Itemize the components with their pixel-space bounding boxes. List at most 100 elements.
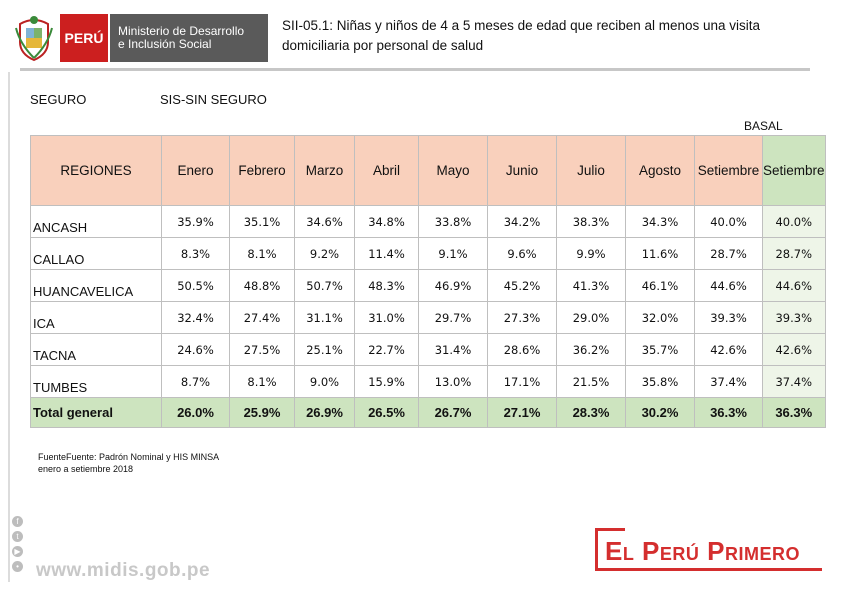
header-mayo: Mayo <box>418 135 488 206</box>
table-row: ANCASH 35.9% 35.1% 34.6% 34.8% 33.8% 34.2% 38.3… <box>30 205 826 238</box>
value-cell: 32.0% <box>625 301 695 334</box>
brand-logo: El Perú Primero <box>595 528 825 574</box>
header-julio: Julio <box>556 135 626 206</box>
ministry-line-1: Ministerio de Desarrollo <box>118 24 245 38</box>
value-cell: 48.3% <box>354 269 419 302</box>
value-cell: 22.7% <box>354 333 419 366</box>
basal-value-cell: 39.3% <box>762 301 826 334</box>
peru-logo-box: PERÚ <box>60 14 108 62</box>
value-cell: 44.6% <box>694 269 763 302</box>
ministry-line-2: e Inclusión Social <box>118 37 212 51</box>
value-cell: 40.0% <box>694 205 763 238</box>
value-cell: 29.7% <box>418 301 488 334</box>
social-icons: f t ▶ • <box>12 516 26 576</box>
region-name: TACNA <box>30 333 162 366</box>
seguro-label: SEGURO <box>30 92 87 107</box>
value-cell: 33.8% <box>418 205 488 238</box>
header-divider <box>20 68 810 71</box>
value-cell: 24.6% <box>161 333 230 366</box>
value-cell: 32.4% <box>161 301 230 334</box>
value-cell: 9.1% <box>418 237 488 270</box>
value-cell: 45.2% <box>487 269 557 302</box>
value-cell: 39.3% <box>694 301 763 334</box>
region-name: ANCASH <box>30 205 162 238</box>
source-line-2: enero a setiembre 2018 <box>38 464 134 474</box>
header-junio: Junio <box>487 135 557 206</box>
value-cell: 31.1% <box>294 301 355 334</box>
total-cell: 36.3% <box>694 397 763 428</box>
value-cell: 42.6% <box>694 333 763 366</box>
regions-table: REGIONES Enero Febrero Marzo Abril Mayo … <box>30 135 826 428</box>
value-cell: 11.4% <box>354 237 419 270</box>
value-cell: 41.3% <box>556 269 626 302</box>
total-cell-basal: 36.3% <box>762 397 826 428</box>
value-cell: 50.5% <box>161 269 230 302</box>
value-cell: 9.2% <box>294 237 355 270</box>
region-name: CALLAO <box>30 237 162 270</box>
header-setiembre-basal: Setiembre <box>762 135 826 206</box>
header-agosto: Agosto <box>625 135 695 206</box>
title-line-2: domiciliaria por personal de salud <box>282 38 484 53</box>
value-cell: 37.4% <box>694 365 763 398</box>
value-cell: 35.9% <box>161 205 230 238</box>
value-cell: 34.3% <box>625 205 695 238</box>
peru-logo-text: PERÚ <box>64 30 104 46</box>
value-cell: 11.6% <box>625 237 695 270</box>
value-cell: 35.8% <box>625 365 695 398</box>
facebook-icon[interactable]: f <box>12 516 23 527</box>
table-row: HUANCAVELICA 50.5% 48.8% 50.7% 48.3% 46.9% 45.… <box>30 269 826 302</box>
total-cell: 26.5% <box>354 397 419 428</box>
table-row: CALLAO 8.3% 8.1% 9.2% 11.4% 9.1% 9.6% 9.9% 11.6%… <box>30 237 826 270</box>
value-cell: 25.1% <box>294 333 355 366</box>
value-cell: 27.3% <box>487 301 557 334</box>
value-cell: 27.4% <box>229 301 295 334</box>
value-cell: 36.2% <box>556 333 626 366</box>
value-cell: 8.3% <box>161 237 230 270</box>
value-cell: 9.0% <box>294 365 355 398</box>
total-row: Total general 26.0% 25.9% 26.9% 26.5% 26… <box>30 397 826 428</box>
total-cell: 27.1% <box>487 397 557 428</box>
header-regiones: REGIONES <box>30 135 162 206</box>
total-cell: 25.9% <box>229 397 295 428</box>
region-name: HUANCAVELICA <box>30 269 162 302</box>
header-febrero: Febrero <box>229 135 295 206</box>
basal-value-cell: 42.6% <box>762 333 826 366</box>
header-abril: Abril <box>354 135 419 206</box>
value-cell: 28.6% <box>487 333 557 366</box>
region-name: ICA <box>30 301 162 334</box>
basal-value-cell: 40.0% <box>762 205 826 238</box>
value-cell: 35.1% <box>229 205 295 238</box>
total-cell: 26.0% <box>161 397 230 428</box>
brand-frame <box>595 528 822 571</box>
header-enero: Enero <box>161 135 230 206</box>
value-cell: 15.9% <box>354 365 419 398</box>
table-row: TUMBES 8.7% 8.1% 9.0% 15.9% 13.0% 17.1% 21.5% 35… <box>30 365 826 398</box>
value-cell: 8.7% <box>161 365 230 398</box>
page-title: SII-05.1: Niñas y niños de 4 a 5 meses d… <box>282 16 822 56</box>
flickr-icon[interactable]: • <box>12 561 23 572</box>
value-cell: 8.1% <box>229 365 295 398</box>
value-cell: 21.5% <box>556 365 626 398</box>
table-row: ICA 32.4% 27.4% 31.1% 31.0% 29.7% 27.3% 29.0% 32… <box>30 301 826 334</box>
twitter-icon[interactable]: t <box>12 531 23 542</box>
website-link[interactable]: www.midis.gob.pe <box>36 560 211 581</box>
total-cell: 28.3% <box>556 397 626 428</box>
total-cell: 26.7% <box>418 397 488 428</box>
total-cell: 26.9% <box>294 397 355 428</box>
value-cell: 50.7% <box>294 269 355 302</box>
region-name: TUMBES <box>30 365 162 398</box>
value-cell: 13.0% <box>418 365 488 398</box>
value-cell: 9.9% <box>556 237 626 270</box>
value-cell: 38.3% <box>556 205 626 238</box>
header-marzo: Marzo <box>294 135 355 206</box>
basal-value-cell: 28.7% <box>762 237 826 270</box>
value-cell: 9.6% <box>487 237 557 270</box>
basal-value-cell: 44.6% <box>762 269 826 302</box>
left-margin-line <box>8 72 10 582</box>
value-cell: 29.0% <box>556 301 626 334</box>
youtube-icon[interactable]: ▶ <box>12 546 23 557</box>
peru-coat-of-arms-icon <box>15 16 53 62</box>
value-cell: 46.9% <box>418 269 488 302</box>
total-cell: 30.2% <box>625 397 695 428</box>
value-cell: 34.8% <box>354 205 419 238</box>
